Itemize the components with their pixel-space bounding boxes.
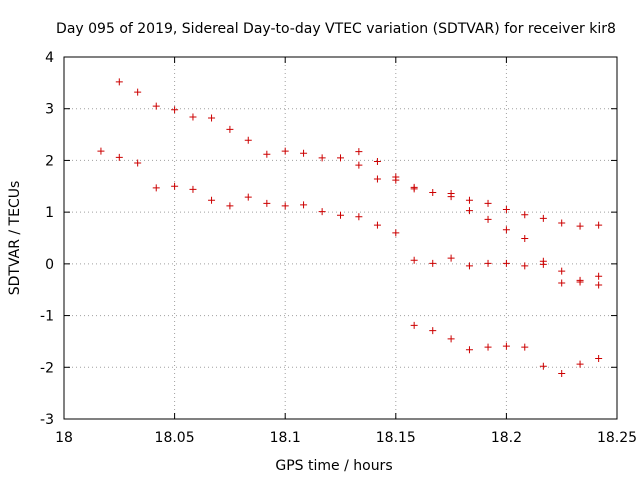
data-point	[244, 193, 252, 201]
data-point	[558, 219, 566, 227]
data-point	[97, 147, 105, 155]
data-point	[465, 207, 473, 215]
data-point	[263, 150, 271, 158]
data-point	[281, 202, 289, 210]
data-point	[595, 354, 603, 362]
y-tick-label: 0	[45, 257, 54, 273]
y-tick-labels: -3 -2 -1 0 1 2 3 4	[40, 50, 54, 428]
axis-ticks	[63, 56, 618, 420]
data-point	[447, 335, 455, 343]
data-point	[189, 185, 197, 193]
data-point	[595, 221, 603, 229]
plot-frame	[63, 56, 618, 420]
y-tick-label: 3	[45, 102, 54, 118]
data-point	[134, 159, 142, 167]
x-tick-label: 18.05	[155, 430, 195, 446]
chart-title: Day 095 of 2019, Sidereal Day-to-day VTE…	[56, 21, 616, 37]
data-point	[152, 184, 160, 192]
x-tick-label: 18.1	[270, 430, 301, 446]
data-point	[429, 259, 437, 267]
data-point	[484, 343, 492, 351]
data-point	[189, 113, 197, 121]
data-point	[558, 267, 566, 275]
data-point	[300, 201, 308, 209]
y-axis-label: SDTVAR / TECUs	[7, 181, 23, 296]
data-point	[558, 279, 566, 287]
data-point	[410, 256, 418, 264]
data-point	[208, 196, 216, 204]
data-point	[465, 196, 473, 204]
data-point	[576, 278, 584, 286]
data-point	[484, 199, 492, 207]
x-axis-label: GPS time / hours	[275, 458, 392, 474]
data-point	[429, 188, 437, 196]
data-point	[484, 215, 492, 223]
y-tick-label: 1	[45, 205, 54, 221]
data-point	[373, 175, 381, 183]
data-point	[355, 148, 363, 156]
data-point	[263, 199, 271, 207]
y-tick-label: -1	[40, 309, 54, 325]
data-point	[539, 260, 547, 268]
data-point	[410, 185, 418, 193]
data-point	[576, 360, 584, 368]
grid	[64, 57, 617, 419]
data-point	[337, 211, 344, 219]
data-point	[208, 114, 216, 122]
data-point	[484, 259, 492, 267]
data-point	[300, 149, 308, 157]
data-point	[447, 193, 455, 201]
data-point	[392, 229, 400, 237]
data-point	[539, 214, 547, 222]
data-point	[447, 254, 455, 262]
data-point	[115, 153, 123, 161]
data-point	[134, 88, 142, 96]
x-tick-label: 18.25	[597, 430, 637, 446]
data-point	[115, 78, 123, 86]
y-tick-label: 2	[45, 153, 54, 169]
data-point	[355, 161, 363, 169]
data-point	[318, 208, 326, 216]
data-point	[226, 202, 234, 210]
data-point	[595, 281, 603, 289]
data-point	[502, 206, 510, 214]
x-tick-label: 18	[55, 430, 73, 446]
data-point	[576, 222, 584, 230]
data-point	[521, 343, 529, 351]
data-point	[539, 362, 547, 370]
data-point	[244, 136, 252, 144]
data-point	[318, 154, 326, 162]
y-tick-label: -2	[40, 360, 54, 376]
y-tick-label: 4	[45, 50, 54, 66]
data-point	[558, 369, 566, 377]
data-point	[355, 213, 363, 221]
data-point	[521, 211, 529, 219]
data-point	[171, 182, 179, 190]
data-point	[502, 226, 510, 234]
data-point	[521, 262, 529, 270]
data-point	[392, 176, 400, 184]
data-point	[373, 157, 381, 165]
y-tick-label: -3	[40, 412, 54, 428]
data-point	[373, 221, 381, 229]
data-point	[502, 342, 510, 350]
x-tick-label: 18.15	[376, 430, 416, 446]
data-point	[465, 346, 473, 354]
data-point	[226, 125, 234, 133]
data-point	[502, 259, 510, 267]
data-point	[171, 106, 179, 114]
data-point	[521, 235, 529, 243]
x-tick-label: 18.2	[491, 430, 522, 446]
data-point	[281, 147, 289, 155]
data-point	[410, 321, 418, 329]
data-point	[152, 102, 160, 110]
data-points	[97, 78, 603, 377]
data-point	[595, 272, 603, 280]
x-tick-labels: 18 18.05 18.1 18.15 18.2 18.25	[55, 430, 637, 446]
data-point	[429, 327, 437, 335]
data-point	[465, 262, 473, 270]
data-point	[337, 154, 344, 162]
